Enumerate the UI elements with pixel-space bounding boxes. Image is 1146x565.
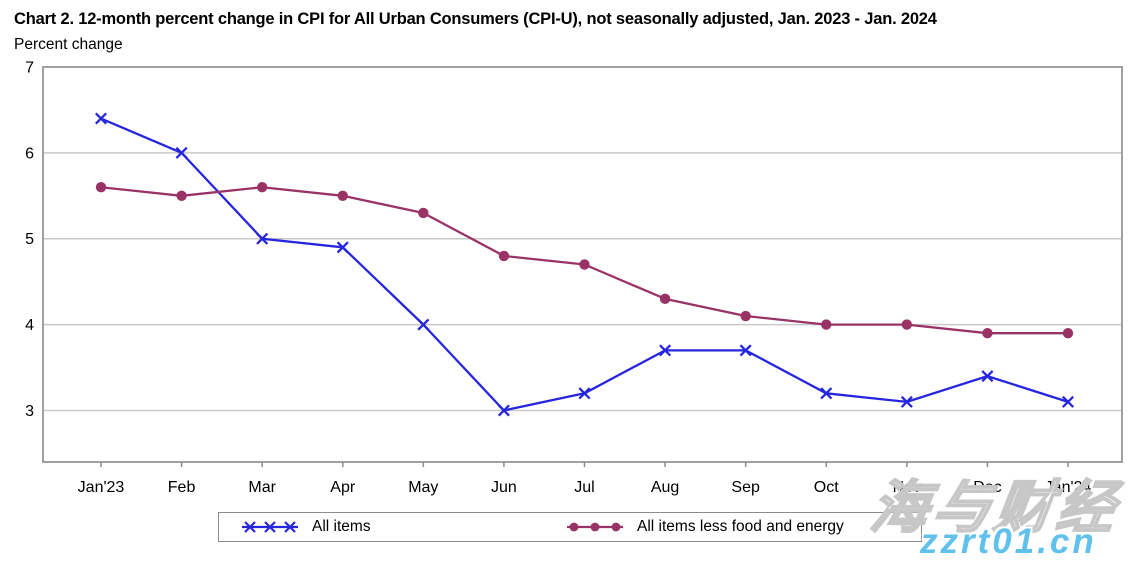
legend: All items All items less food and energy [218, 512, 922, 542]
data-point-1-7 [659, 293, 671, 305]
x-tick-label-3: Apr [330, 479, 356, 496]
x-tick-label-7: Aug [651, 479, 679, 496]
x-tick-label-6: Jul [574, 479, 594, 496]
data-point-1-9 [821, 319, 832, 330]
x-tick-label-9: Oct [814, 479, 839, 496]
data-point-1-12 [1062, 327, 1074, 339]
x-tick-label-1: Feb [168, 479, 196, 496]
data-point-1-4 [418, 207, 429, 219]
y-tick-label-7: 7 [25, 60, 34, 77]
data-point-0-6 [578, 387, 591, 400]
x-tick-label-4: May [408, 479, 438, 496]
data-point-0-11 [981, 370, 994, 383]
data-point-1-1 [176, 190, 187, 202]
data-point-0-9 [820, 387, 833, 400]
x-tick-label-12: Jan'24 [1045, 479, 1092, 496]
data-point-0-12 [1061, 395, 1075, 408]
data-point-1-3 [337, 190, 348, 202]
y-tick-label-5: 5 [25, 231, 34, 248]
data-point-1-10 [901, 319, 913, 330]
data-point-0-3 [336, 241, 349, 254]
data-point-1-2 [256, 182, 268, 193]
data-point-1-8 [740, 310, 751, 322]
y-axis-unit-label: Percent change [14, 36, 123, 53]
data-point-0-10 [900, 395, 913, 408]
data-point-0-7 [659, 344, 672, 357]
x-tick-label-0: Jan'23 [78, 479, 125, 496]
data-point-0-0 [94, 112, 108, 125]
data-point-0-4 [417, 318, 430, 331]
data-point-1-5 [498, 250, 510, 262]
all-items-line-sample-icon [242, 521, 298, 533]
data-point-0-8 [739, 344, 752, 357]
x-tick-label-8: Sep [731, 479, 760, 496]
data-point-0-1 [175, 146, 188, 159]
y-tick-label-3: 3 [25, 403, 34, 420]
x-tick-label-5: Jun [491, 479, 517, 496]
chart-title: Chart 2. 12-month percent change in CPI … [14, 10, 937, 28]
data-point-1-0 [95, 182, 107, 193]
legend-label-all-items: All items [312, 518, 371, 535]
legend-item-core: All items less food and energy [566, 513, 844, 541]
data-point-1-6 [579, 259, 590, 270]
data-point-0-5 [497, 404, 510, 417]
y-tick-label-4: 4 [25, 317, 34, 334]
plot-frame [42, 66, 1123, 463]
x-tick-label-2: Mar [248, 479, 276, 496]
x-tick-label-10: Nov [893, 479, 921, 496]
legend-item-all-items: All items [241, 513, 371, 541]
y-tick-label-6: 6 [25, 145, 34, 162]
core-line-sample-icon [567, 522, 623, 532]
data-point-0-2 [256, 232, 269, 245]
data-point-1-11 [982, 327, 993, 339]
x-tick-label-11: Dec [973, 479, 1001, 496]
legend-label-core: All items less food and energy [637, 518, 844, 535]
